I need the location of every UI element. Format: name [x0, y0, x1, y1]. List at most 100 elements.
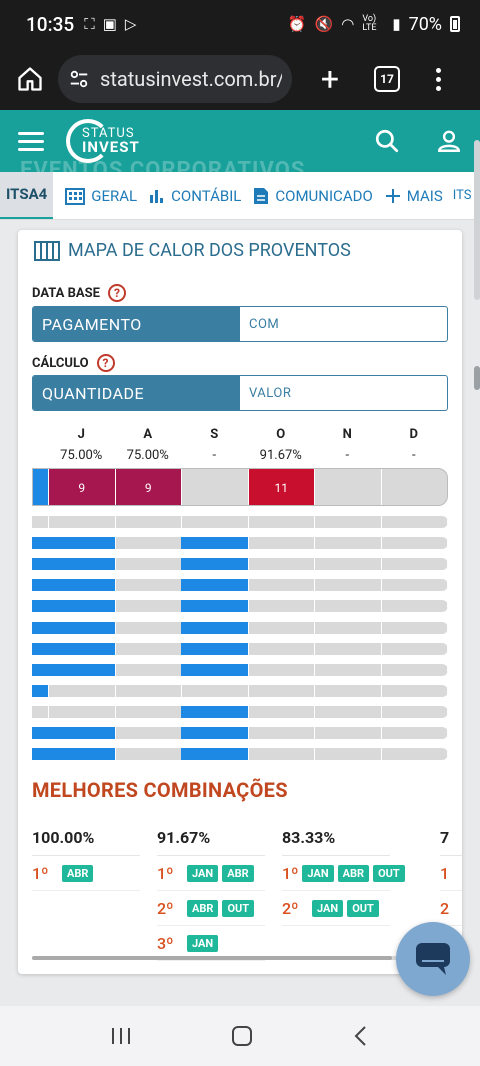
heatmap-year-row — [32, 600, 448, 613]
heat-cell-partial — [33, 469, 49, 505]
heat-cell[interactable] — [382, 469, 448, 505]
month-chip: OUT — [373, 864, 405, 882]
combination-column: 100.00% 1º ABR — [32, 828, 140, 891]
month-header: O — [276, 427, 286, 442]
calculo-option-quantidade[interactable]: QUANTIDADE — [33, 376, 240, 410]
tab-contabil[interactable]: CONTÁBIL — [149, 187, 241, 205]
combination-rank: 1º — [282, 863, 299, 883]
combination-rank: 3º — [157, 933, 174, 953]
heat-segment — [32, 558, 48, 571]
combination-rank: 1º — [157, 863, 174, 883]
heatmap-year-row — [32, 621, 448, 634]
month-header: S — [210, 427, 219, 442]
browser-menu-icon[interactable] — [436, 67, 441, 91]
data-base-option-pagamento[interactable]: PAGAMENTO — [33, 307, 240, 341]
heat-segment — [181, 642, 248, 655]
data-base-toggle: PAGAMENTO COM — [32, 306, 448, 342]
combination-column: 91.67% 1º JAN ABR 2º ABR OUT 3º JAN — [157, 828, 265, 961]
tab-overflow-ticker[interactable]: ITS — [452, 188, 472, 203]
month-header: A — [143, 427, 153, 442]
month-chip: JAN — [302, 864, 334, 882]
heat-segment — [32, 663, 48, 676]
heat-cell[interactable] — [182, 469, 249, 505]
heatmap-year-row — [32, 642, 448, 655]
help-icon[interactable]: ? — [96, 354, 115, 372]
document-icon — [254, 187, 269, 204]
combination-rank: 2º — [157, 898, 174, 918]
horizontal-scrollbar[interactable] — [32, 956, 448, 960]
heat-segment — [32, 600, 48, 613]
heat-segment — [181, 727, 248, 739]
new-tab-icon[interactable]: + — [320, 60, 340, 98]
heat-segment — [181, 600, 248, 613]
bar-chart-icon — [150, 189, 164, 203]
android-nav-bar — [0, 1006, 480, 1066]
page-scrollbar-track[interactable] — [474, 140, 480, 300]
recent-apps-icon[interactable] — [109, 1025, 133, 1047]
data-base-option-com[interactable]: COM — [249, 316, 280, 332]
combination-rank: 2º — [282, 898, 299, 918]
status-invest-logo[interactable]: STATUS INVEST — [66, 116, 140, 166]
tab-comunicado[interactable]: COMUNICADO — [253, 186, 373, 205]
month-chip: ABR — [187, 899, 219, 917]
heat-cell[interactable]: 11 — [248, 469, 315, 505]
tab-switcher-button[interactable]: 17 — [374, 66, 400, 92]
system-icons: ⏰ 🔇 ◠ Vo) LTE ▮ 70% — [288, 14, 460, 35]
hamburger-menu-icon[interactable] — [18, 131, 44, 151]
heatmap-year-row — [32, 579, 448, 592]
heat-cell[interactable]: 9 — [49, 469, 116, 505]
heat-cell[interactable]: 9 — [115, 469, 182, 505]
calculo-toggle: QUANTIDADE VALOR — [32, 375, 448, 411]
logo-ring-icon — [66, 119, 110, 163]
month-chip: OUT — [222, 899, 255, 917]
user-icon[interactable] — [436, 128, 462, 154]
heat-segment — [32, 727, 48, 739]
status-bar: 10:35 ⛶ ▣ ▷ ⏰ 🔇 ◠ Vo) LTE ▮ 70% — [0, 0, 480, 48]
page-scrollbar-thumb[interactable] — [474, 366, 480, 390]
chat-icon — [416, 943, 450, 975]
site-header: STATUS INVEST EVENTOS CORPORATIVOS — [0, 110, 480, 172]
screenshot-icon: ⛶ — [84, 15, 95, 33]
heatmap-title: MAPA DE CALOR DOS PROVENTOS — [34, 240, 351, 261]
home-button-icon[interactable] — [230, 1024, 254, 1048]
heat-segment — [48, 642, 115, 655]
heat-segment — [32, 748, 48, 761]
battery-icon — [450, 16, 460, 32]
heat-segment — [181, 579, 248, 592]
back-icon[interactable] — [351, 1024, 371, 1048]
heat-segment — [48, 579, 115, 592]
heat-segment — [48, 558, 115, 571]
address-bar[interactable]: statusinvest.com.br/a — [58, 55, 292, 103]
month-chip: ABR — [222, 864, 254, 882]
heatmap-year-row — [32, 705, 448, 718]
calculo-option-valor[interactable]: VALOR — [249, 385, 292, 401]
notification-icons: ⛶ ▣ ▷ — [84, 15, 136, 33]
heat-segment — [48, 663, 115, 676]
combination-percentage: 7 — [440, 828, 462, 856]
data-base-label: DATA BASE ? — [32, 284, 126, 302]
month-percentage: 91.67% — [259, 448, 302, 463]
month-chip: ABR — [337, 864, 370, 882]
tab-mais[interactable]: MAIS — [385, 187, 443, 205]
site-settings-icon[interactable] — [68, 68, 90, 90]
search-icon[interactable] — [374, 128, 400, 154]
browser-toolbar: statusinvest.com.br/a + 17 — [0, 48, 480, 110]
heat-cell[interactable] — [315, 469, 382, 505]
tab-comunicado-label: COMUNICADO — [275, 186, 373, 205]
heat-segment — [32, 642, 48, 655]
heat-segment — [48, 537, 115, 550]
chat-button[interactable] — [396, 922, 470, 996]
url-text: statusinvest.com.br/a — [100, 67, 282, 91]
heatmap-year-row — [32, 748, 448, 761]
logo-text-bottom: INVEST — [82, 138, 140, 156]
combination-rank: 2 — [440, 898, 450, 918]
help-icon[interactable]: ? — [107, 284, 126, 302]
combination-percentage: 100.00% — [32, 828, 140, 856]
tab-ticker[interactable]: ITSA4 — [0, 172, 54, 219]
tab-geral[interactable]: GERAL — [65, 187, 137, 205]
home-icon[interactable] — [12, 61, 48, 97]
heat-segment — [181, 663, 248, 676]
heat-segment — [181, 748, 248, 761]
heat-segment — [181, 558, 248, 571]
